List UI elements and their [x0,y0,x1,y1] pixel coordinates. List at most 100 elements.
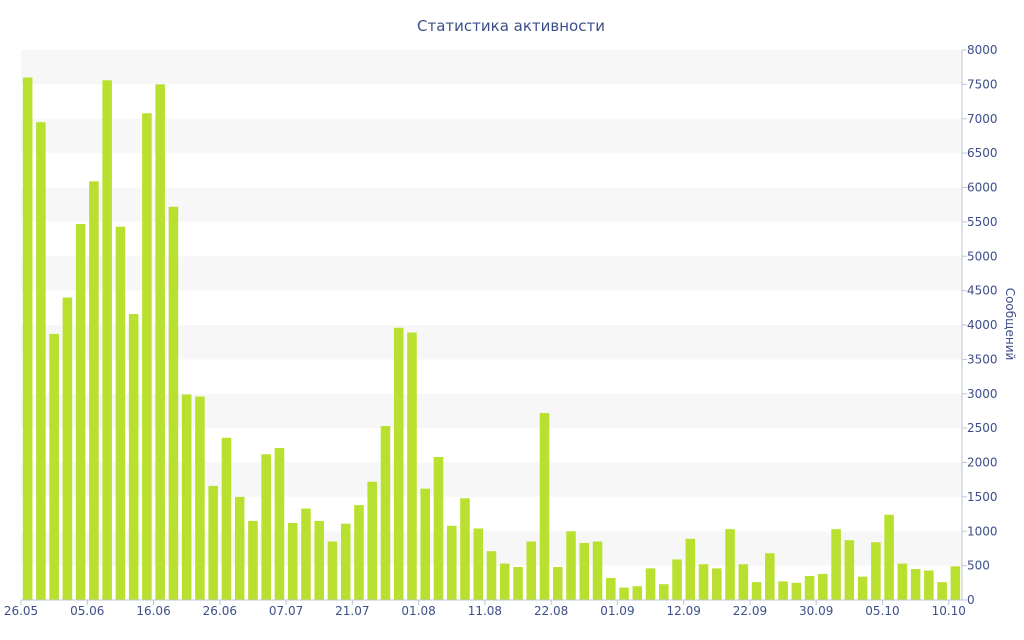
bar [75,223,86,600]
y-tick-label: 5500 [967,215,998,229]
x-tick-label: 26.05 [4,604,38,618]
bar [592,541,603,600]
bar [844,540,855,600]
x-tick-label: 11.08 [468,604,502,618]
grid-band [21,118,962,154]
bar [460,498,470,600]
bar [340,523,351,600]
y-axis: 0 500 1000 1500 2000 2500 3000 3500 4000 4500 5000… [961,43,998,607]
bar [221,437,232,600]
x-axis: 26.05 05.06 16.06 26.06 07.07 21.07 01.08 11.08… [4,599,966,618]
x-tick-label: 05.10 [865,604,899,618]
y-tick-label: 0 [967,593,975,607]
bar [168,206,179,600]
bar [924,570,934,600]
bar [804,575,815,600]
x-tick-label: 10.10 [932,604,966,618]
bar [380,426,391,600]
x-tick-label: 22.09 [733,604,767,618]
bar [632,586,643,600]
bar [499,563,510,600]
bar [234,496,245,600]
bar [155,84,165,600]
bar [89,181,99,600]
bar [36,122,46,600]
bar [765,553,775,600]
bar [261,454,271,600]
chart-title: Статистика активности [417,17,605,35]
bar [128,314,139,600]
y-tick-label: 7500 [967,77,998,91]
bar [354,505,364,600]
bar [446,525,457,600]
x-tick-label: 30.09 [799,604,833,618]
bar [884,514,894,600]
x-tick-label: 26.06 [203,604,237,618]
bar [367,481,377,600]
x-tick-label: 01.08 [401,604,435,618]
bar [327,541,338,600]
x-tick-label: 21.07 [335,604,369,618]
y-tick-label: 7000 [967,112,998,126]
bar [818,573,828,600]
y-tick-label: 1000 [967,524,998,538]
bar [407,332,417,600]
bar [513,567,523,600]
bar [314,520,324,600]
grid-band [21,50,962,85]
bar-series [22,77,961,600]
y-tick-label: 4000 [967,318,998,332]
bar [115,226,126,600]
bar [433,457,444,600]
bar [208,485,218,600]
bar [274,448,285,600]
bar [698,564,709,600]
bar [142,113,152,600]
x-tick-label: 16.06 [136,604,170,618]
bar [606,578,616,600]
bar [645,568,656,600]
bar [725,529,735,600]
x-tick-label: 12.09 [666,604,700,618]
bar [672,559,682,600]
bar [420,488,431,600]
bar [248,520,258,600]
bar [49,333,59,600]
bar [712,568,722,600]
y-tick-label: 2000 [967,456,998,470]
x-tick-label: 07.07 [269,604,303,618]
bar [579,542,590,600]
bar [751,582,762,600]
bar [473,528,484,600]
bar [871,542,881,600]
bar [486,551,497,600]
x-tick-label: 05.06 [70,604,104,618]
bar [195,396,205,600]
bar [552,567,563,600]
y-tick-label: 6000 [967,181,998,195]
y-tick-label: 500 [967,559,990,573]
bar [738,564,749,600]
y-tick-label: 5000 [967,249,998,263]
y-tick-label: 4500 [967,284,998,298]
y-tick-label: 2500 [967,421,998,435]
y-tick-label: 3000 [967,387,998,401]
bar [22,77,33,600]
bar [526,541,537,600]
bar [659,584,669,600]
x-tick-label: 22.08 [534,604,568,618]
bar [539,413,550,600]
bar [910,569,921,600]
bar [102,80,112,600]
bar [897,563,908,600]
y-tick-label: 8000 [967,43,998,57]
bar [778,581,788,600]
bar [831,529,841,600]
bar [937,582,947,600]
y-axis-label: Сообщений [1003,288,1017,361]
x-tick-label: 01.09 [600,604,634,618]
bar [301,508,311,600]
y-tick-label: 6500 [967,146,998,160]
bar [62,297,73,600]
